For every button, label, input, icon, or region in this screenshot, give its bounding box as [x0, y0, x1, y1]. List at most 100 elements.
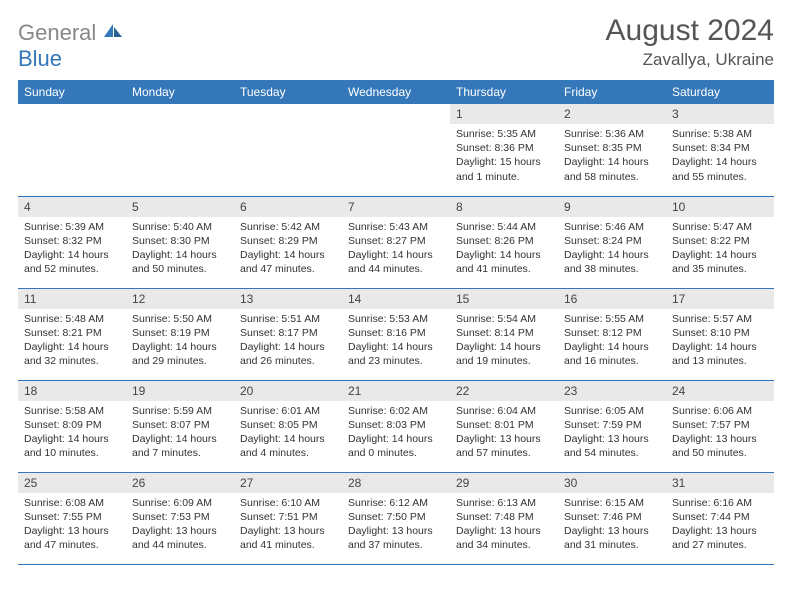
day-number: 9: [558, 197, 666, 217]
calendar-day-cell: 13Sunrise: 5:51 AMSunset: 8:17 PMDayligh…: [234, 288, 342, 380]
calendar-day-cell: 14Sunrise: 5:53 AMSunset: 8:16 PMDayligh…: [342, 288, 450, 380]
sunrise-text: Sunrise: 5:53 AM: [348, 312, 444, 326]
calendar-day-cell: 24Sunrise: 6:06 AMSunset: 7:57 PMDayligh…: [666, 380, 774, 472]
day-details: [234, 110, 342, 116]
calendar-day-cell: 1Sunrise: 5:35 AMSunset: 8:36 PMDaylight…: [450, 104, 558, 196]
calendar-day-cell: 30Sunrise: 6:15 AMSunset: 7:46 PMDayligh…: [558, 472, 666, 564]
day-details: Sunrise: 5:51 AMSunset: 8:17 PMDaylight:…: [234, 309, 342, 372]
daylight-text: Daylight: 13 hours and 54 minutes.: [564, 432, 660, 460]
sunrise-text: Sunrise: 6:16 AM: [672, 496, 768, 510]
sunrise-text: Sunrise: 6:06 AM: [672, 404, 768, 418]
daylight-text: Daylight: 14 hours and 52 minutes.: [24, 248, 120, 276]
sunrise-text: Sunrise: 5:54 AM: [456, 312, 552, 326]
sunset-text: Sunset: 7:53 PM: [132, 510, 228, 524]
calendar-table: Sunday Monday Tuesday Wednesday Thursday…: [18, 80, 774, 565]
sunrise-text: Sunrise: 5:47 AM: [672, 220, 768, 234]
daylight-text: Daylight: 14 hours and 55 minutes.: [672, 155, 768, 183]
daylight-text: Daylight: 14 hours and 47 minutes.: [240, 248, 336, 276]
day-number: 12: [126, 289, 234, 309]
day-number: 4: [18, 197, 126, 217]
day-number: 24: [666, 381, 774, 401]
sunset-text: Sunset: 8:36 PM: [456, 141, 552, 155]
sunrise-text: Sunrise: 5:44 AM: [456, 220, 552, 234]
sunset-text: Sunset: 7:55 PM: [24, 510, 120, 524]
day-number: 3: [666, 104, 774, 124]
day-details: Sunrise: 5:59 AMSunset: 8:07 PMDaylight:…: [126, 401, 234, 464]
day-number: 23: [558, 381, 666, 401]
calendar-day-cell: 15Sunrise: 5:54 AMSunset: 8:14 PMDayligh…: [450, 288, 558, 380]
daylight-text: Daylight: 13 hours and 47 minutes.: [24, 524, 120, 552]
daylight-text: Daylight: 14 hours and 35 minutes.: [672, 248, 768, 276]
calendar-day-cell: 16Sunrise: 5:55 AMSunset: 8:12 PMDayligh…: [558, 288, 666, 380]
logo-word-2: Blue: [18, 46, 62, 71]
logo-word-1: General: [18, 20, 96, 45]
calendar-week-row: 4Sunrise: 5:39 AMSunset: 8:32 PMDaylight…: [18, 196, 774, 288]
calendar-day-cell: [18, 104, 126, 196]
day-number: 19: [126, 381, 234, 401]
header: General Blue August 2024 Zavallya, Ukrai…: [18, 14, 774, 72]
weekday-header: Thursday: [450, 80, 558, 104]
day-number: 18: [18, 381, 126, 401]
day-details: Sunrise: 6:09 AMSunset: 7:53 PMDaylight:…: [126, 493, 234, 556]
calendar-day-cell: [234, 104, 342, 196]
day-number: 10: [666, 197, 774, 217]
calendar-week-row: 25Sunrise: 6:08 AMSunset: 7:55 PMDayligh…: [18, 472, 774, 564]
sunrise-text: Sunrise: 6:04 AM: [456, 404, 552, 418]
day-number: 21: [342, 381, 450, 401]
day-details: Sunrise: 6:01 AMSunset: 8:05 PMDaylight:…: [234, 401, 342, 464]
sunset-text: Sunset: 8:14 PM: [456, 326, 552, 340]
day-details: Sunrise: 5:38 AMSunset: 8:34 PMDaylight:…: [666, 124, 774, 187]
calendar-day-cell: 19Sunrise: 5:59 AMSunset: 8:07 PMDayligh…: [126, 380, 234, 472]
sunset-text: Sunset: 8:19 PM: [132, 326, 228, 340]
day-details: Sunrise: 6:06 AMSunset: 7:57 PMDaylight:…: [666, 401, 774, 464]
weekday-header: Monday: [126, 80, 234, 104]
daylight-text: Daylight: 14 hours and 41 minutes.: [456, 248, 552, 276]
daylight-text: Daylight: 14 hours and 23 minutes.: [348, 340, 444, 368]
day-number: 30: [558, 473, 666, 493]
calendar-day-cell: 3Sunrise: 5:38 AMSunset: 8:34 PMDaylight…: [666, 104, 774, 196]
day-details: [18, 110, 126, 116]
daylight-text: Daylight: 14 hours and 38 minutes.: [564, 248, 660, 276]
calendar-day-cell: 11Sunrise: 5:48 AMSunset: 8:21 PMDayligh…: [18, 288, 126, 380]
day-number: 26: [126, 473, 234, 493]
daylight-text: Daylight: 14 hours and 7 minutes.: [132, 432, 228, 460]
calendar-week-row: 18Sunrise: 5:58 AMSunset: 8:09 PMDayligh…: [18, 380, 774, 472]
calendar-day-cell: 5Sunrise: 5:40 AMSunset: 8:30 PMDaylight…: [126, 196, 234, 288]
calendar-day-cell: 17Sunrise: 5:57 AMSunset: 8:10 PMDayligh…: [666, 288, 774, 380]
month-title: August 2024: [606, 14, 774, 48]
day-details: Sunrise: 6:04 AMSunset: 8:01 PMDaylight:…: [450, 401, 558, 464]
daylight-text: Daylight: 14 hours and 29 minutes.: [132, 340, 228, 368]
day-number: 14: [342, 289, 450, 309]
sunrise-text: Sunrise: 6:10 AM: [240, 496, 336, 510]
sunset-text: Sunset: 8:24 PM: [564, 234, 660, 248]
daylight-text: Daylight: 13 hours and 50 minutes.: [672, 432, 768, 460]
day-number: 13: [234, 289, 342, 309]
sunset-text: Sunset: 8:07 PM: [132, 418, 228, 432]
day-details: Sunrise: 6:12 AMSunset: 7:50 PMDaylight:…: [342, 493, 450, 556]
day-number: 7: [342, 197, 450, 217]
daylight-text: Daylight: 14 hours and 26 minutes.: [240, 340, 336, 368]
daylight-text: Daylight: 14 hours and 10 minutes.: [24, 432, 120, 460]
calendar-day-cell: 10Sunrise: 5:47 AMSunset: 8:22 PMDayligh…: [666, 196, 774, 288]
sunset-text: Sunset: 8:09 PM: [24, 418, 120, 432]
calendar-day-cell: 21Sunrise: 6:02 AMSunset: 8:03 PMDayligh…: [342, 380, 450, 472]
sunset-text: Sunset: 8:27 PM: [348, 234, 444, 248]
sunrise-text: Sunrise: 6:05 AM: [564, 404, 660, 418]
sunrise-text: Sunrise: 6:15 AM: [564, 496, 660, 510]
sunset-text: Sunset: 8:34 PM: [672, 141, 768, 155]
day-details: Sunrise: 5:48 AMSunset: 8:21 PMDaylight:…: [18, 309, 126, 372]
sunset-text: Sunset: 8:35 PM: [564, 141, 660, 155]
day-number: 29: [450, 473, 558, 493]
calendar-day-cell: 2Sunrise: 5:36 AMSunset: 8:35 PMDaylight…: [558, 104, 666, 196]
daylight-text: Daylight: 14 hours and 0 minutes.: [348, 432, 444, 460]
sunset-text: Sunset: 8:17 PM: [240, 326, 336, 340]
calendar-day-cell: 22Sunrise: 6:04 AMSunset: 8:01 PMDayligh…: [450, 380, 558, 472]
calendar-day-cell: 23Sunrise: 6:05 AMSunset: 7:59 PMDayligh…: [558, 380, 666, 472]
sunrise-text: Sunrise: 6:09 AM: [132, 496, 228, 510]
sunset-text: Sunset: 7:57 PM: [672, 418, 768, 432]
weekday-header: Saturday: [666, 80, 774, 104]
daylight-text: Daylight: 14 hours and 16 minutes.: [564, 340, 660, 368]
sunrise-text: Sunrise: 5:35 AM: [456, 127, 552, 141]
sunset-text: Sunset: 7:44 PM: [672, 510, 768, 524]
daylight-text: Daylight: 13 hours and 34 minutes.: [456, 524, 552, 552]
